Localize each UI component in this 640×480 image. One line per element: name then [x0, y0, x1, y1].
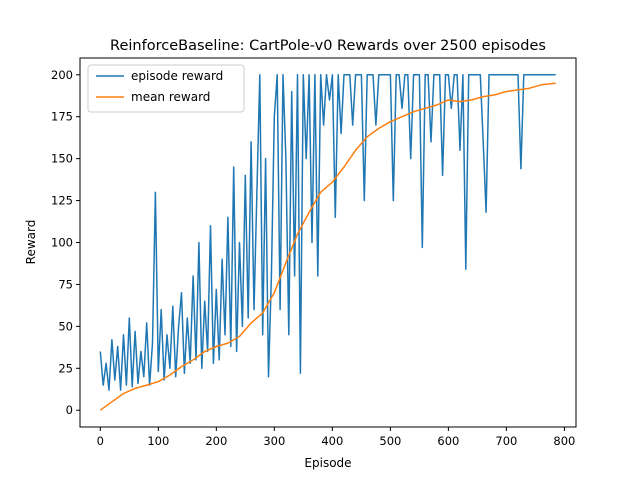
y-tick-label: 175: [51, 110, 73, 124]
legend-label-1: mean reward: [131, 90, 210, 104]
plot-area: [99, 74, 556, 411]
legend: episode reward mean reward: [87, 64, 245, 113]
x-tick-label: 800: [553, 434, 575, 448]
legend-frame: [87, 64, 245, 113]
chart-title: ReinforceBaseline: CartPole-v0 Rewards o…: [110, 38, 546, 54]
x-tick-label: 300: [263, 434, 285, 448]
x-tick-label: 700: [495, 434, 517, 448]
y-tick-label: 50: [58, 319, 73, 333]
y-tick-label: 200: [51, 68, 73, 82]
y-tick-label: 25: [58, 361, 73, 375]
x-tick-label: 400: [321, 434, 343, 448]
y-axis: 0 25 50 75 100 125 150 175 200: [51, 68, 80, 417]
x-tick-label: 200: [205, 434, 227, 448]
x-axis-label: Episode: [304, 456, 351, 470]
y-tick-label: 100: [51, 236, 73, 250]
x-tick-label: 600: [437, 434, 459, 448]
y-axis-label: Reward: [24, 220, 38, 265]
x-axis: 0 100 200 300 400 500 600 700 800: [97, 427, 575, 448]
series-line-0: [99, 74, 556, 391]
legend-label-0: episode reward: [131, 69, 223, 83]
y-tick-label: 75: [58, 277, 73, 291]
x-tick-label: 500: [379, 434, 401, 448]
x-tick-label: 0: [97, 434, 104, 448]
y-tick-label: 0: [66, 403, 73, 417]
x-tick-label: 100: [147, 434, 169, 448]
y-tick-label: 150: [51, 152, 73, 166]
series-line-1: [99, 82, 556, 411]
y-tick-label: 125: [51, 194, 73, 208]
